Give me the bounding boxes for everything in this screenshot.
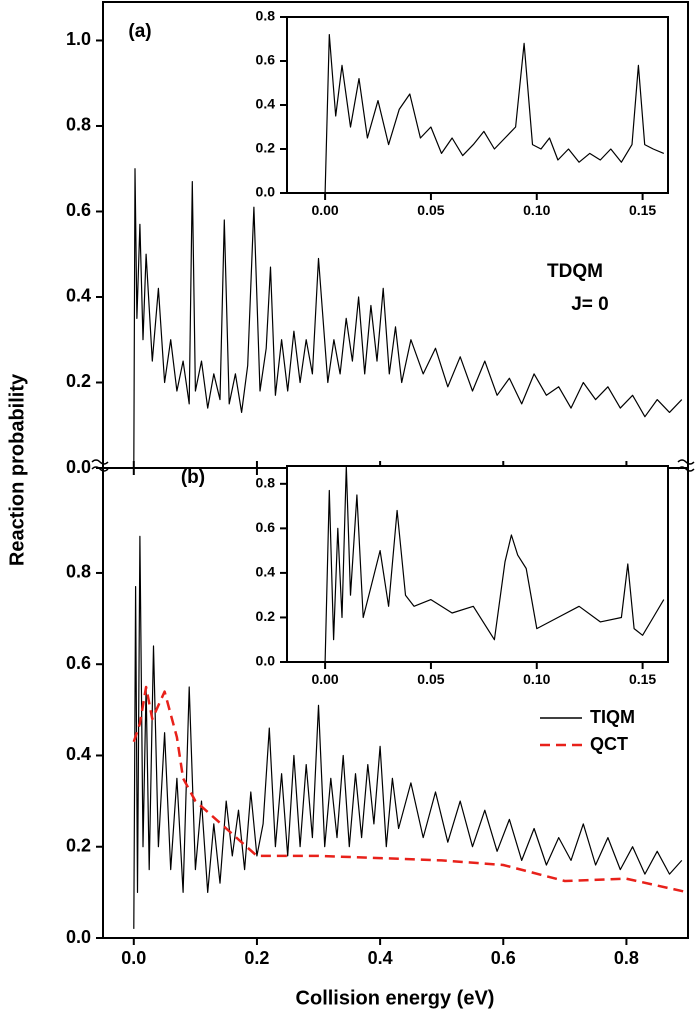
y-axis-label: Reaction probability bbox=[6, 373, 28, 566]
y-tick-label: 0.2 bbox=[66, 835, 91, 855]
y-tick-label: 0.8 bbox=[256, 8, 276, 24]
y-tick-label: 0.8 bbox=[66, 115, 91, 135]
y-tick-label: 0.6 bbox=[66, 653, 91, 673]
inset-background bbox=[287, 17, 668, 193]
y-tick-label: 0.4 bbox=[66, 744, 91, 764]
data-line bbox=[133, 535, 683, 929]
annotation: J= 0 bbox=[571, 294, 609, 315]
x-tick-label: 0.4 bbox=[368, 948, 393, 968]
data-line bbox=[324, 466, 665, 662]
x-tick-label: 0.05 bbox=[417, 671, 444, 687]
y-tick-label: 0.0 bbox=[256, 184, 276, 200]
x-tick-label: 0.8 bbox=[614, 948, 639, 968]
y-tick-label: 0.2 bbox=[256, 608, 276, 624]
inset-background bbox=[287, 466, 668, 662]
x-tick-label: 0.15 bbox=[629, 202, 656, 218]
data-line bbox=[324, 34, 665, 193]
plot-frame bbox=[286, 16, 669, 194]
y-tick-label: 0.2 bbox=[66, 371, 91, 391]
x-tick-label: 0.00 bbox=[311, 671, 338, 687]
x-tick-label: 0.10 bbox=[523, 671, 550, 687]
annotation: TDQM bbox=[547, 261, 603, 282]
break-mark bbox=[91, 459, 109, 472]
data-line bbox=[133, 168, 683, 468]
y-tick-label: 0.4 bbox=[256, 96, 276, 112]
legend-label: TIQM bbox=[590, 707, 635, 727]
x-tick-label: 0.2 bbox=[244, 948, 269, 968]
y-tick-label: 0.6 bbox=[66, 200, 91, 220]
y-tick-label: 1.0 bbox=[66, 29, 91, 49]
x-tick-label: 0.6 bbox=[491, 948, 516, 968]
x-tick-label: 0.10 bbox=[523, 202, 550, 218]
x-tick-label: 0.15 bbox=[629, 671, 656, 687]
annotation: (a) bbox=[128, 21, 151, 42]
y-tick-label: 0.4 bbox=[66, 286, 91, 306]
y-tick-label: 0.0 bbox=[66, 927, 91, 947]
x-tick-label: 0.0 bbox=[121, 948, 146, 968]
break-mark bbox=[677, 459, 695, 472]
x-tick-label: 0.00 bbox=[311, 202, 338, 218]
y-tick-label: 0.8 bbox=[66, 562, 91, 582]
x-axis-label: Collision energy (eV) bbox=[296, 987, 495, 1009]
annotation: (b) bbox=[181, 467, 205, 488]
y-tick-label: 0.6 bbox=[256, 519, 276, 535]
x-tick-label: 0.05 bbox=[417, 202, 444, 218]
y-tick-label: 0.2 bbox=[256, 140, 276, 156]
plot-frame bbox=[286, 465, 669, 663]
data-line bbox=[132, 685, 688, 894]
y-tick-label: 0.8 bbox=[256, 475, 276, 491]
y-tick-label: 0.0 bbox=[66, 457, 91, 477]
y-tick-label: 0.0 bbox=[256, 653, 276, 669]
y-tick-label: 0.6 bbox=[256, 52, 276, 68]
y-tick-label: 0.4 bbox=[256, 564, 276, 580]
legend-label: QCT bbox=[590, 734, 628, 754]
